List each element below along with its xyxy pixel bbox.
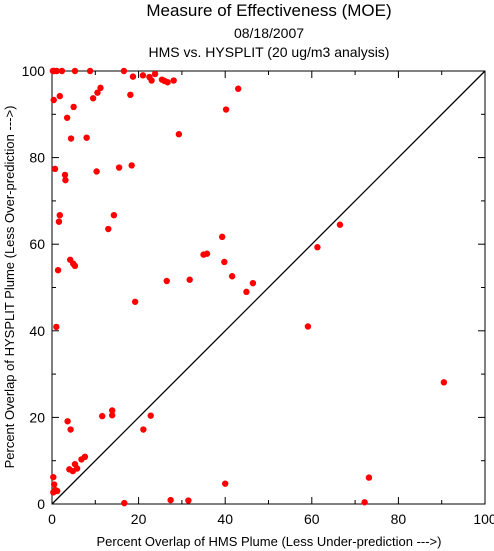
data-point [175, 131, 183, 138]
data-point [58, 67, 66, 75]
data-point [70, 103, 77, 111]
data-point [185, 497, 192, 504]
y-tick-label: 60 [29, 236, 45, 252]
data-point [186, 276, 193, 283]
data-point [67, 426, 74, 433]
data-point [234, 85, 242, 92]
data-point [228, 273, 236, 280]
chart-title: Measure of Effectiveness (MOE) [146, 1, 391, 20]
data-point [140, 426, 147, 433]
data-point [73, 465, 81, 472]
data-point [203, 250, 211, 257]
y-axis-label: Percent Overlap of HYSPLIT Plume (Less O… [2, 106, 17, 469]
data-point [62, 176, 69, 184]
x-tick-label: 60 [304, 511, 320, 527]
data-point [108, 407, 116, 414]
data-point [170, 77, 177, 84]
data-point [110, 211, 118, 219]
data-point [164, 79, 171, 86]
data-point [222, 106, 230, 113]
data-point [222, 480, 229, 487]
y-tick-label: 80 [29, 150, 45, 166]
data-point [365, 474, 373, 481]
y-tick-label: 20 [29, 409, 45, 425]
data-point [163, 277, 170, 285]
data-point [50, 96, 57, 104]
data-point [53, 67, 60, 75]
x-tick-label: 20 [131, 511, 147, 527]
data-point [129, 73, 137, 80]
axis-ticks [51, 70, 486, 505]
data-point [314, 244, 321, 251]
data-point [361, 499, 368, 506]
x-tick-label: 40 [217, 511, 233, 527]
data-point [50, 481, 58, 488]
data-point [97, 84, 104, 92]
data-point [108, 412, 116, 419]
data-point [71, 67, 79, 75]
data-point [115, 164, 123, 171]
data-point [99, 412, 106, 420]
data-point [440, 379, 448, 386]
data-point [51, 165, 59, 173]
data-point [151, 70, 159, 78]
chart-subtitle-analysis: HMS vs. HYSPLIT (20 ug/m3 analysis) [149, 44, 390, 60]
one-to-one-reference-line [51, 70, 486, 505]
x-tick-label: 100 [473, 511, 494, 527]
data-point [336, 221, 344, 228]
data-point [105, 225, 112, 233]
data-point [67, 135, 75, 142]
data-point [71, 262, 79, 270]
chart-subtitle-date: 08/18/2007 [234, 25, 304, 41]
data-point [128, 162, 135, 169]
x-tick-label: 0 [48, 511, 56, 527]
data-point [243, 288, 250, 296]
x-tick-label: 80 [391, 511, 407, 527]
y-tick-label: 40 [29, 323, 45, 339]
data-point [120, 67, 128, 75]
data-point [53, 323, 60, 331]
data-point [50, 473, 57, 481]
data-point [218, 233, 226, 241]
data-point [167, 496, 174, 504]
x-axis-label: Percent Overlap of HMS Plume (Less Under… [97, 534, 442, 549]
data-point [81, 453, 89, 461]
data-points [49, 67, 448, 507]
data-point [127, 91, 134, 99]
data-point [147, 412, 154, 419]
data-point [64, 418, 71, 425]
data-point [249, 279, 257, 287]
data-point [55, 218, 63, 225]
data-point [61, 171, 69, 179]
data-point [89, 95, 97, 102]
data-point [83, 134, 90, 141]
data-point [94, 89, 101, 96]
data-point [63, 114, 71, 121]
data-point [56, 92, 63, 100]
tick-labels: 0 20 40 60 80 100 0 20 40 60 80 100 [22, 63, 494, 527]
data-point [139, 72, 147, 79]
y-tick-label: 0 [37, 496, 45, 512]
data-point [221, 258, 228, 266]
data-point [93, 168, 100, 175]
data-point [131, 298, 139, 305]
data-point [53, 487, 61, 495]
data-point [121, 499, 128, 507]
data-point [86, 67, 94, 75]
data-point [56, 211, 63, 219]
y-tick-label: 100 [22, 63, 46, 79]
data-point [148, 77, 155, 84]
data-point [54, 266, 62, 274]
data-point [304, 323, 312, 330]
